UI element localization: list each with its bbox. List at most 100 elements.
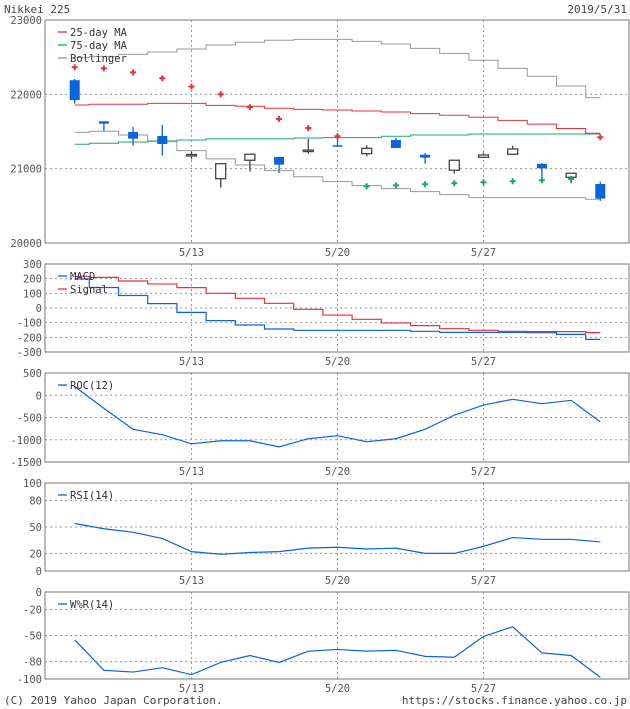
- red-marker: [334, 133, 341, 140]
- green-marker: [509, 178, 516, 185]
- red-marker: [100, 65, 107, 72]
- candle-5/16: [274, 156, 285, 165]
- x-tick-label: 5/27: [471, 575, 496, 587]
- y-tick-label: 21000: [10, 164, 42, 176]
- candle-5/28: [507, 148, 519, 155]
- red-marker: [276, 116, 283, 123]
- plot-frame: [44, 19, 630, 244]
- candle-5/10: [157, 135, 168, 144]
- legend-label: 75-day MA: [70, 40, 128, 52]
- green-marker: [538, 177, 545, 184]
- bollinger-upper-line: [74, 38, 601, 99]
- y-tick-label: -500: [17, 413, 42, 425]
- green-marker: [451, 180, 458, 187]
- candle-5/14: [215, 163, 227, 180]
- legend-label: RSI(14): [70, 490, 114, 502]
- x-tick-label: 5/27: [471, 466, 496, 478]
- candle-5/15: [244, 153, 256, 161]
- x-tick-label: 5/13: [179, 683, 204, 695]
- wr-line: [74, 626, 601, 678]
- plot-frame: [44, 482, 630, 572]
- candle-5/7: [69, 80, 80, 101]
- panel-macd: 300 200 100 0 -100 -200 -300 5/13 5/20 5/27 MACDSi…: [17, 259, 630, 368]
- red-marker: [597, 134, 604, 141]
- y-tick-label: -20: [23, 604, 42, 616]
- y-tick-label: -300: [17, 347, 42, 359]
- signal-line: [74, 275, 601, 334]
- red-marker: [130, 69, 137, 76]
- y-tick-label: 20: [29, 548, 42, 560]
- y-tick-label: 0: [36, 587, 42, 599]
- y-tick-label: 0: [36, 303, 42, 315]
- y-tick-label: 200: [23, 274, 42, 286]
- y-tick-label: -100: [17, 318, 42, 330]
- chart-date: 2019/5/31: [567, 3, 627, 16]
- rsi-line: [74, 522, 601, 555]
- legend-label: ROC(12): [70, 380, 114, 392]
- x-tick-label: 5/27: [471, 356, 496, 368]
- candle-5/13: [185, 153, 198, 157]
- plot-frame: [44, 263, 630, 353]
- x-tick-label: 5/13: [179, 356, 204, 368]
- legend-label: MACD: [70, 271, 95, 283]
- candle-5/31: [595, 183, 606, 199]
- copyright: (C) 2019 Yahoo Japan Corporation.: [4, 694, 223, 707]
- panel-price: 20000 21000 22000 23000 5/13 5/20 5/27 25-day M…: [10, 15, 630, 259]
- x-tick-label: 5/27: [471, 683, 496, 695]
- y-tick-label: 23000: [10, 15, 42, 27]
- y-tick-label: 80: [29, 496, 42, 508]
- red-marker: [188, 83, 195, 90]
- plot-frame: [44, 372, 630, 463]
- y-tick-label: 300: [23, 259, 42, 271]
- source-url[interactable]: https://stocks.finance.yahoo.co.jp: [402, 694, 627, 707]
- green-marker: [568, 175, 575, 182]
- macd-line: [74, 278, 601, 340]
- green-marker: [392, 182, 399, 189]
- x-tick-label: 5/20: [325, 683, 350, 695]
- candle-5/23: [420, 154, 431, 158]
- green-marker: [480, 179, 487, 186]
- y-tick-label: 20000: [10, 238, 42, 250]
- x-tick-label: 5/27: [471, 247, 496, 259]
- bollinger-lower-line: [74, 130, 601, 200]
- candle-5/9: [128, 131, 139, 139]
- red-marker: [71, 64, 78, 71]
- candle-5/17: [302, 149, 314, 153]
- y-tick-label: -1000: [10, 435, 42, 447]
- candle-5/8: [98, 121, 109, 124]
- roc-line: [74, 386, 601, 448]
- green-marker: [363, 183, 370, 190]
- panel-roc: 500 0 -500 -1000 -1500 5/13 5/20 5/27 ROC(12): [10, 368, 630, 478]
- red-marker: [246, 104, 253, 111]
- red-marker: [217, 91, 224, 98]
- red-marker: [305, 125, 312, 132]
- plot-frame: [44, 591, 630, 680]
- chart-title: Nikkei 225: [4, 3, 70, 16]
- red-marker: [159, 75, 166, 82]
- y-tick-label: 100: [23, 288, 42, 300]
- x-tick-label: 5/13: [179, 575, 204, 587]
- y-tick-label: -1500: [10, 457, 42, 469]
- x-tick-label: 5/13: [179, 466, 204, 478]
- x-tick-label: 5/20: [325, 466, 350, 478]
- y-tick-label: -80: [23, 657, 42, 669]
- candle-5/24: [448, 159, 460, 171]
- panel-wr: 0 -20 -50 -80 -100 5/13 5/20 5/27 W%R(14): [17, 587, 630, 695]
- ma75-line: [74, 133, 601, 145]
- y-tick-label: 100: [23, 478, 42, 490]
- x-tick-label: 5/20: [325, 247, 350, 259]
- green-marker: [422, 181, 429, 188]
- legend-label: W%R(14): [70, 599, 114, 611]
- legend-label: 25-day MA: [70, 27, 128, 39]
- candle-5/22: [390, 139, 401, 149]
- y-tick-label: 500: [23, 368, 42, 380]
- y-tick-label: -200: [17, 332, 42, 344]
- y-tick-label: -50: [23, 631, 42, 643]
- y-tick-label: 0: [36, 566, 42, 578]
- panel-rsi: 100 80 50 20 0 5/13 5/20 5/27 RSI(14): [23, 478, 630, 587]
- x-tick-label: 5/20: [325, 356, 350, 368]
- y-tick-label: -100: [17, 674, 42, 686]
- y-tick-label: 50: [29, 522, 42, 534]
- legend-label: Bollinger: [70, 53, 127, 65]
